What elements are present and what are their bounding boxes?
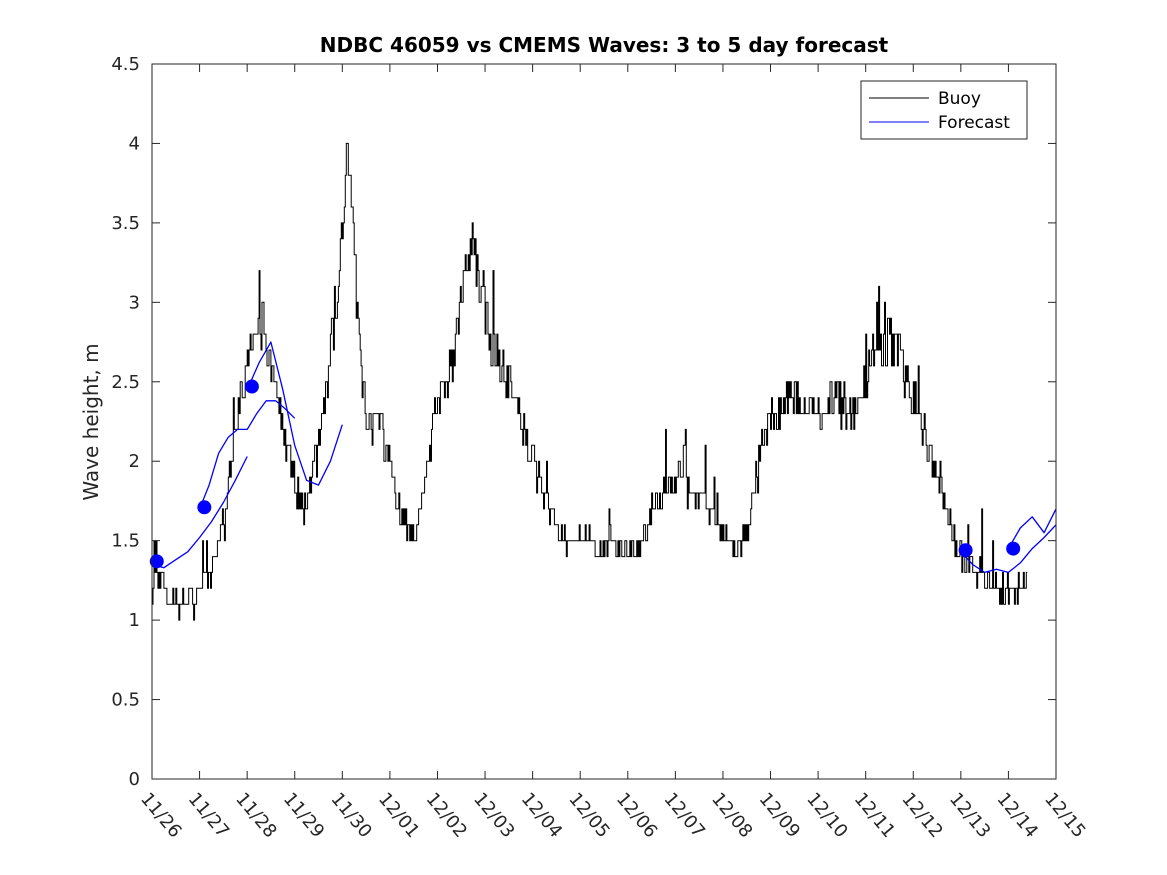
y-tick-label: 4.5	[111, 54, 140, 75]
buoy-series	[152, 142, 1028, 621]
plot-border	[151, 63, 1057, 780]
forecast-marker	[958, 543, 973, 558]
legend: Buoy Forecast	[860, 80, 1028, 140]
buoy-line	[152, 142, 1028, 621]
forecast-line	[960, 524, 1057, 574]
legend-box	[860, 80, 1028, 140]
axes-frame	[152, 64, 1056, 779]
y-tick-label: 2	[129, 451, 140, 472]
forecast-markers	[149, 379, 1021, 569]
forecast-marker	[1006, 541, 1021, 556]
forecast-line	[151, 456, 248, 569]
y-tick-label: 3	[129, 292, 140, 313]
forecast-series	[151, 341, 1057, 574]
plot-area	[152, 64, 1056, 779]
y-tick-label: 2.5	[111, 372, 140, 393]
forecast-line	[246, 341, 343, 486]
y-tick-label: 3.5	[111, 213, 140, 234]
forecast-marker	[149, 554, 164, 569]
y-tick-label: 1	[129, 610, 140, 631]
forecast-marker	[244, 379, 259, 394]
y-axis-label: Wave height, m	[79, 343, 103, 500]
legend-buoy-label: Buoy	[938, 89, 981, 109]
forecast-line	[198, 400, 296, 510]
forecast-marker	[197, 500, 212, 515]
y-tick-label: 4	[129, 133, 140, 154]
legend-forecast-label: Forecast	[938, 113, 1010, 133]
y-tick-label: 0.5	[111, 690, 140, 711]
chart-title: NDBC 46059 vs CMEMS Waves: 3 to 5 day fo…	[320, 33, 889, 57]
y-tick-label: 1.5	[111, 531, 140, 552]
y-tick-label: 0	[129, 769, 140, 790]
forecast-line	[1007, 508, 1057, 549]
